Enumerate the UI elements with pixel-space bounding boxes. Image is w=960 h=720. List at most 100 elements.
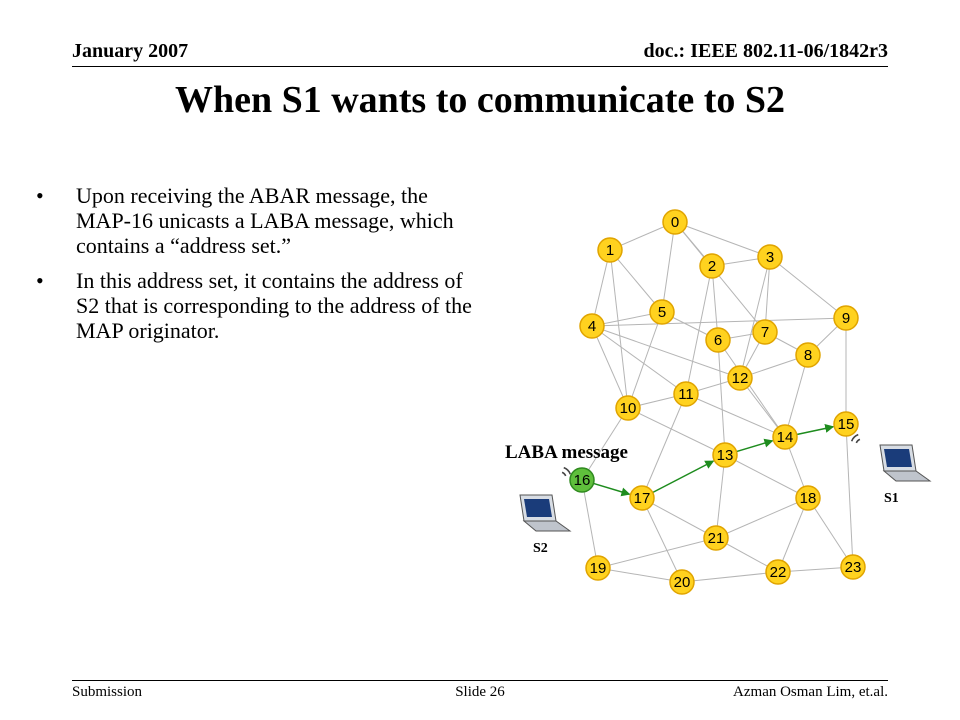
laptop-s2-icon: S2: [519, 466, 572, 556]
node-23: 23: [840, 554, 866, 580]
node-20: 20: [669, 569, 695, 595]
edge-4-9: [591, 317, 847, 327]
node-9: 9: [833, 305, 859, 331]
node-11: 11: [673, 381, 699, 407]
edge-1-5: [609, 249, 663, 313]
edge-13-18: [724, 454, 809, 499]
node-8: 8: [795, 342, 821, 368]
header-doc-number: doc.: IEEE 802.11-06/1842r3: [643, 40, 888, 62]
node-label: 22: [770, 564, 787, 581]
node-label: 18: [800, 490, 817, 507]
node-14: 14: [772, 424, 798, 450]
message-arrow-17-13: [652, 460, 715, 494]
node-2: 2: [699, 253, 725, 279]
laptop-s1-icon: S1: [850, 433, 932, 506]
edge-1-4: [591, 249, 611, 327]
bullet-item: • In this address set, it contains the ad…: [36, 268, 476, 343]
footer-submission: Submission: [72, 684, 143, 700]
node-1: 1: [597, 237, 623, 263]
node-label: 4: [588, 318, 596, 335]
node-circle: [649, 299, 675, 325]
edge-18-22: [777, 497, 809, 573]
node-circle: [772, 424, 798, 450]
edge-3-12: [739, 256, 771, 379]
node-label: 15: [838, 416, 855, 433]
edge-17-20: [641, 497, 683, 583]
node-circle: [579, 313, 605, 339]
node-label: 16: [574, 472, 591, 489]
node-16: 16: [569, 467, 595, 493]
node-15: 15: [833, 411, 859, 437]
node-label: 8: [804, 347, 812, 364]
message-arrow-16-17: [593, 482, 631, 497]
node-circle: [765, 559, 791, 585]
node-7: 7: [752, 319, 778, 345]
edge-4-10: [591, 325, 629, 409]
node-3: 3: [757, 244, 783, 270]
node-circle: [705, 327, 731, 353]
edge-0-5: [661, 221, 676, 313]
node-circle: [795, 342, 821, 368]
node-circle: [673, 381, 699, 407]
node-5: 5: [649, 299, 675, 325]
edge-16-19: [581, 479, 599, 569]
node-4: 4: [579, 313, 605, 339]
node-circle: [795, 485, 821, 511]
edge-11-14: [685, 393, 786, 438]
node-label: 5: [658, 304, 666, 321]
bullet-dot-icon: •: [36, 183, 44, 208]
edge-10-16: [581, 407, 629, 481]
edge-6-14: [717, 339, 786, 438]
node-circle: [699, 253, 725, 279]
node-12: 12: [727, 365, 753, 391]
edge-19-20: [597, 567, 683, 583]
node-circle: [662, 209, 688, 235]
node-circle: [752, 319, 778, 345]
bullet-text: In this address set, it contains the add…: [76, 268, 472, 343]
edge-4-11: [591, 325, 687, 395]
node-label: 13: [717, 447, 734, 464]
edge-8-14: [784, 354, 809, 438]
laptop-label-s1: S1: [884, 491, 899, 506]
node-6: 6: [705, 327, 731, 353]
node-circle: [597, 237, 623, 263]
bullet-item: • Upon receiving the ABAR message, the MA…: [36, 183, 476, 258]
footer-authors: Azman Osman Lim, et.al.: [733, 684, 888, 700]
footer-rule: [72, 680, 888, 681]
edge-11-17: [641, 393, 687, 499]
node-circle: [840, 554, 866, 580]
edge-20-22: [681, 571, 779, 583]
bullet-dot-icon: •: [36, 268, 44, 293]
node-label: 12: [732, 370, 749, 387]
node-13: 13: [712, 442, 738, 468]
path-layer: [593, 423, 835, 497]
diagram-caption: LABA message: [505, 442, 628, 463]
slide-title: When S1 wants to communicate to S2: [174, 79, 786, 121]
laptops-layer: S2 S1: [519, 433, 932, 556]
node-label: 2: [708, 258, 716, 275]
edge-13-21: [715, 454, 726, 539]
node-label: 17: [634, 490, 651, 507]
node-0: 0: [662, 209, 688, 235]
edge-10-13: [627, 407, 726, 456]
laptop-label-s2: S2: [533, 541, 548, 556]
node-circle: [833, 305, 859, 331]
node-label: 20: [674, 574, 691, 591]
node-label: 23: [845, 559, 862, 576]
node-label: 19: [590, 560, 607, 577]
node-label: 7: [761, 324, 769, 341]
edge-6-13: [717, 339, 726, 456]
edge-19-21: [597, 537, 717, 569]
node-circle: [712, 442, 738, 468]
node-circle: [727, 365, 753, 391]
node-label: 0: [671, 214, 679, 231]
node-label: 11: [678, 386, 694, 403]
node-circle: [833, 411, 859, 437]
bullet-text: Upon receiving the ABAR message, the MAP…: [76, 183, 454, 258]
node-circle: [569, 467, 595, 493]
edge-3-9: [769, 256, 847, 319]
message-arrow-14-15: [796, 423, 835, 436]
node-label: 10: [620, 400, 637, 417]
